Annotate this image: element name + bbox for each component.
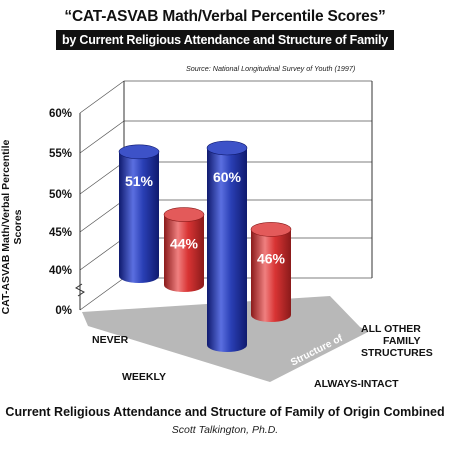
source-note: Source: National Longitudinal Survey of … — [186, 64, 356, 73]
y-tick-label: 0% — [55, 305, 72, 317]
y-tick-label: 55% — [49, 148, 72, 160]
bar-never-intact — [118, 144, 160, 283]
bar-weekly-intact — [206, 140, 248, 352]
y-tick-label: 50% — [49, 189, 72, 201]
y-tick-label: 45% — [49, 227, 72, 239]
chart-title: “CAT-ASVAB Math/Verbal Percentile Scores… — [64, 8, 386, 25]
author-credit: Scott Talkington, Ph.D. — [171, 424, 279, 436]
chart-subtitle: by Current Religious Attendance and Stru… — [56, 30, 394, 67]
gridline-side — [79, 237, 125, 271]
gridline-side — [79, 161, 125, 195]
gridline-side — [79, 277, 125, 311]
family-label-other: FAMILY — [383, 335, 421, 347]
data-label-weekly-intact: 60% — [213, 169, 242, 185]
data-label-never-intact: 51% — [125, 173, 154, 189]
data-label-never-other: 44% — [170, 236, 199, 252]
data-label-weekly-other: 46% — [257, 250, 286, 266]
y-tick-label: 40% — [49, 265, 72, 277]
gridline-side — [79, 199, 125, 233]
gridline-side — [79, 120, 125, 154]
family-label-other: STRUCTURES — [361, 347, 433, 359]
category-label-never: NEVER — [92, 334, 129, 346]
x-axis-label: Current Religious Attendance and Structu… — [5, 405, 445, 419]
y-tick-label: 60% — [49, 108, 72, 120]
family-label-intact: ALWAYS-INTACT — [314, 378, 399, 390]
family-label-other: ALL OTHER — [361, 323, 421, 335]
bar-weekly-other — [250, 222, 292, 322]
gridline-side — [79, 80, 125, 114]
axis-break-mark — [75, 283, 85, 297]
category-label-weekly: WEEKLY — [122, 371, 166, 383]
bar-never-other — [163, 207, 205, 292]
